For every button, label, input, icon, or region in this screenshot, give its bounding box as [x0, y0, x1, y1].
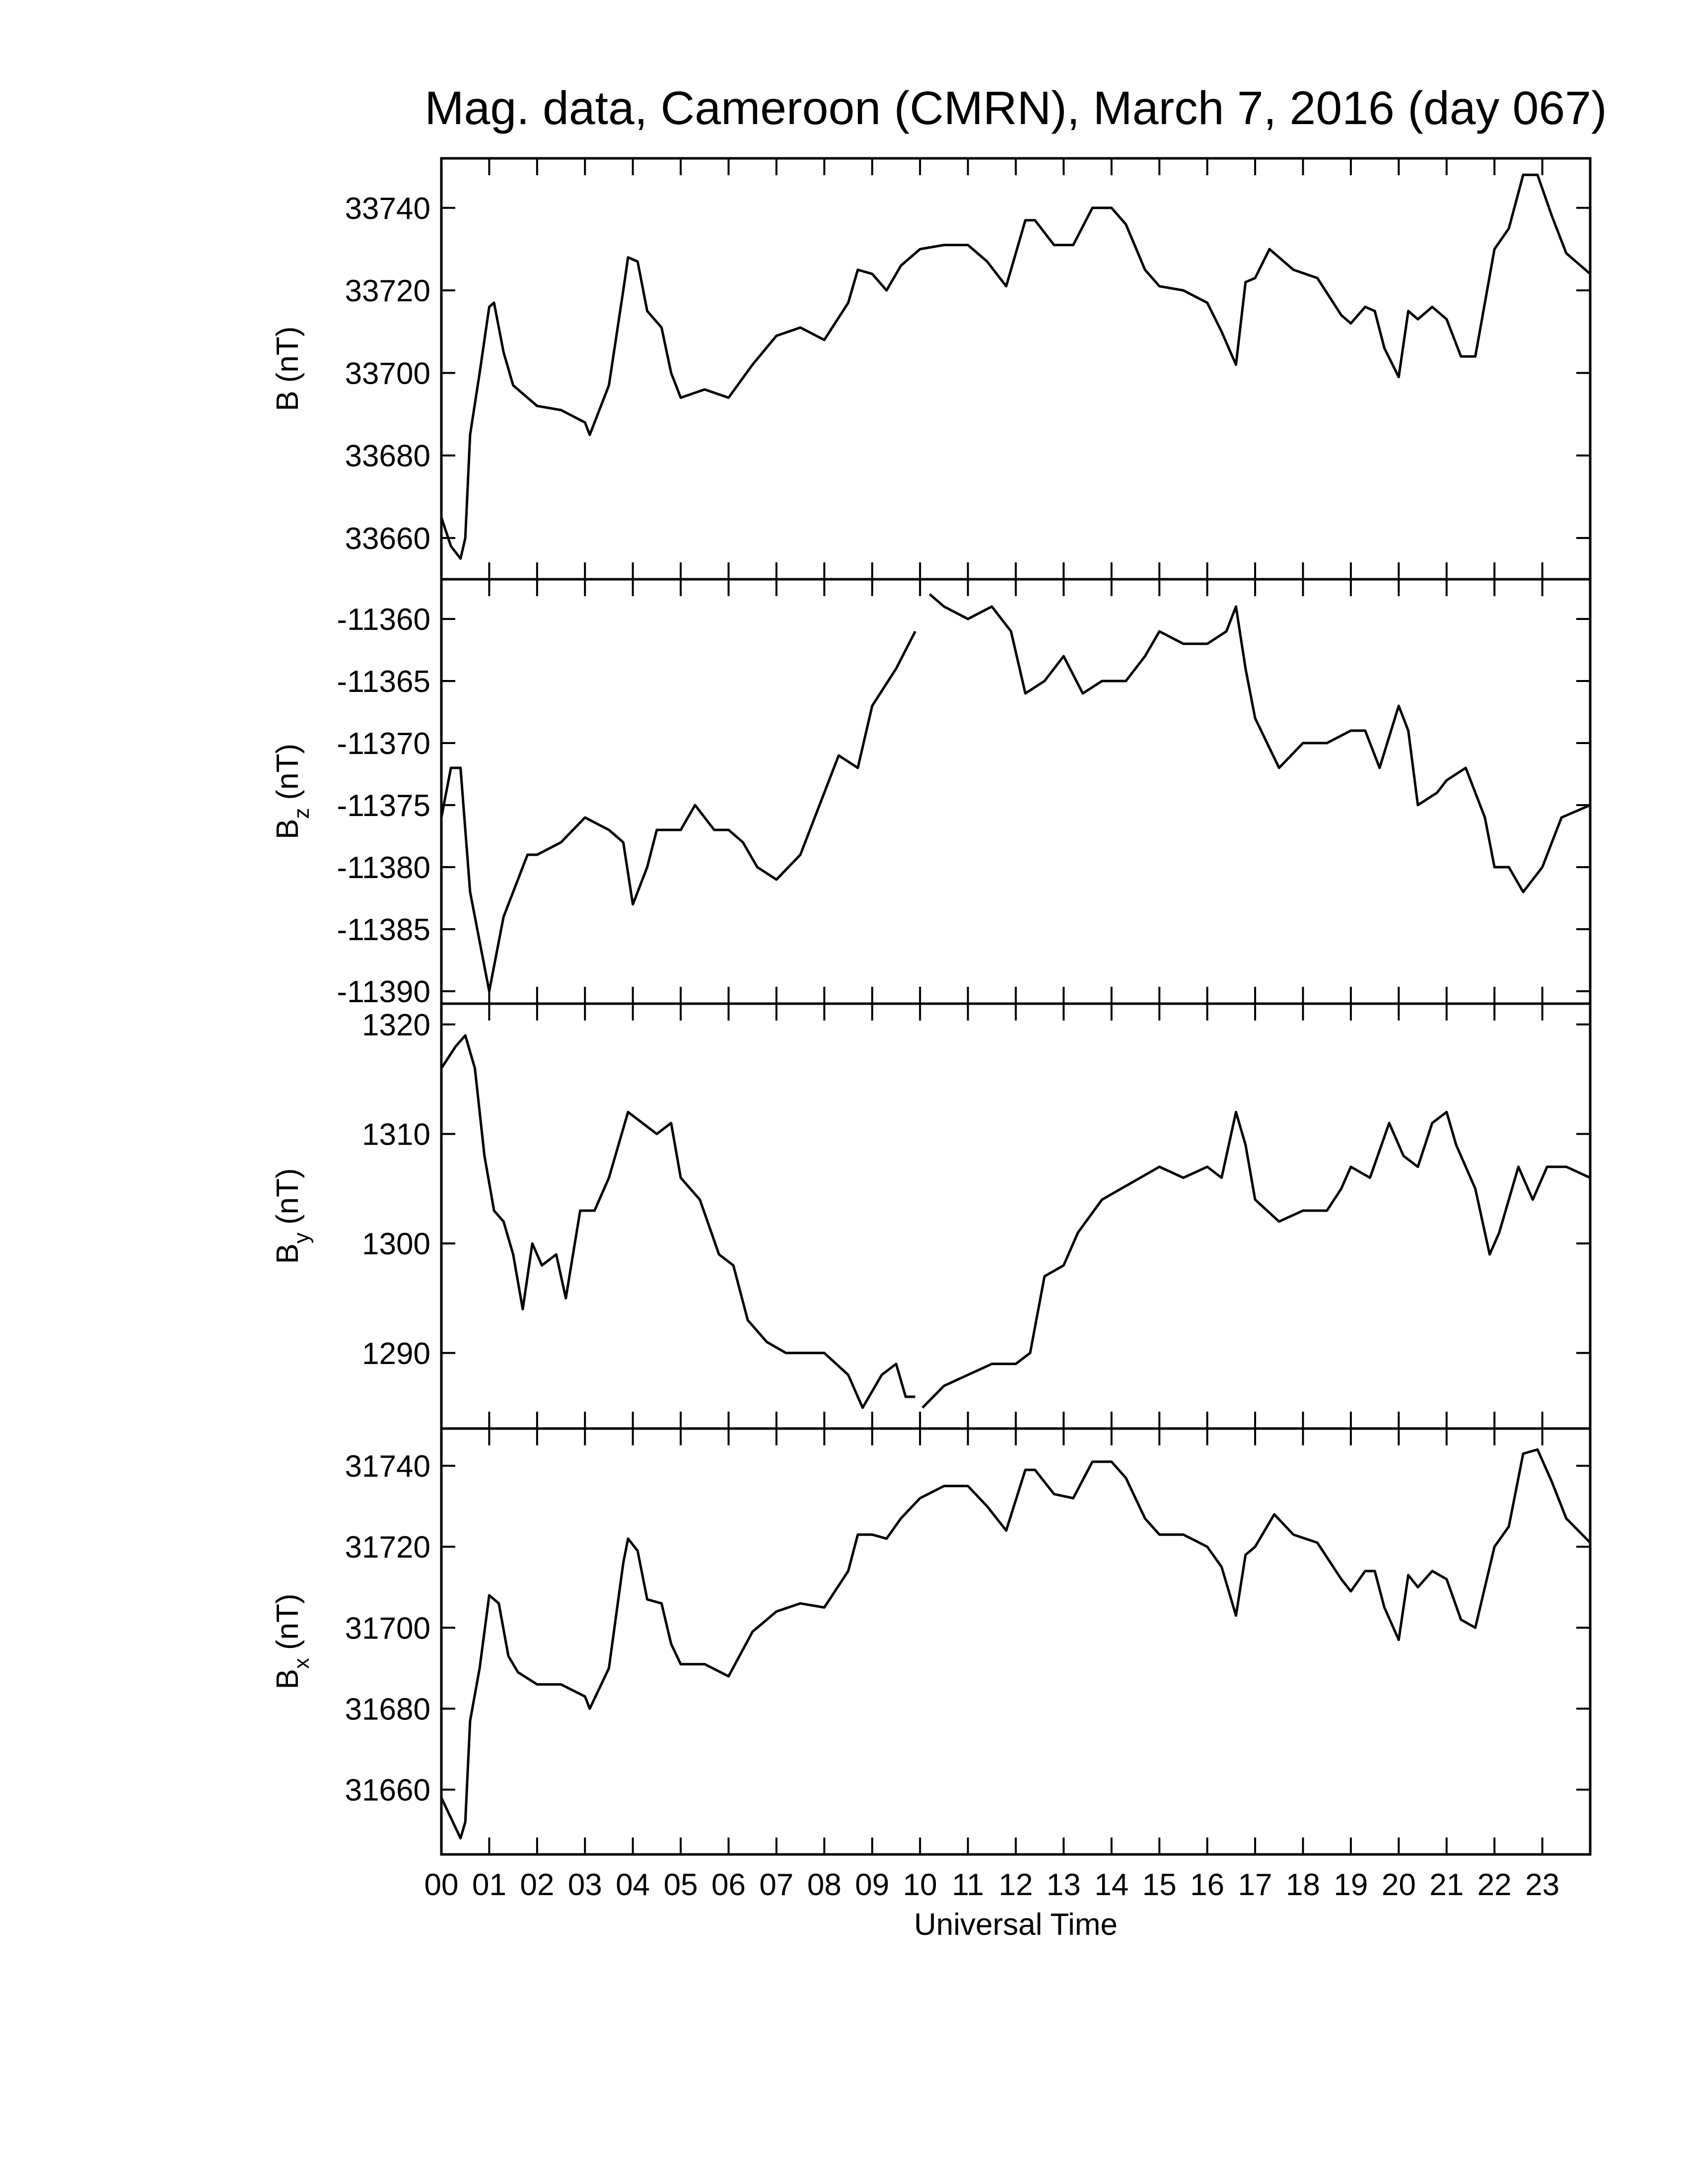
x-tick-label: 17	[1238, 1868, 1272, 1902]
y-label-base: B	[271, 1669, 305, 1689]
x-tick-label: 03	[568, 1868, 602, 1902]
y-tick-label: 33720	[345, 274, 430, 308]
y-label-base: B	[271, 819, 305, 839]
y-label-unit: (nT)	[271, 1593, 305, 1650]
x-tick-label: 16	[1190, 1868, 1224, 1902]
plot-frame	[440, 1427, 1592, 1856]
chart-title: Mag. data, Cameroon (CMRN), March 7, 201…	[424, 82, 1607, 135]
y-tick-label: 31720	[345, 1530, 430, 1565]
y-axis-label: By (nT)	[271, 1168, 314, 1264]
y-label-sub: x	[289, 1658, 314, 1669]
y-tick-label: 33700	[345, 356, 430, 391]
x-tick-label: 19	[1334, 1868, 1368, 1902]
x-tick-label: 14	[1094, 1868, 1128, 1902]
x-tick-label: 07	[759, 1868, 793, 1902]
data-line	[440, 593, 1591, 993]
y-tick-label: 31660	[345, 1774, 430, 1808]
y-tick-label: -11385	[337, 913, 430, 947]
x-tick-label: 04	[616, 1868, 650, 1902]
x-tick-label: 12	[999, 1868, 1033, 1902]
y-label-base: B	[271, 391, 305, 411]
data-line	[440, 1448, 1591, 1840]
x-tick-label: 11	[952, 1868, 984, 1902]
y-label-sub: z	[289, 808, 314, 819]
x-tick-label: 06	[711, 1868, 746, 1902]
plot-frame	[440, 157, 1592, 581]
y-axis-label: B (nT)	[271, 326, 305, 411]
data-line	[440, 1034, 1591, 1409]
y-tick-label: 1320	[362, 1008, 430, 1042]
x-tick-label: 18	[1286, 1868, 1320, 1902]
y-tick-label: -11380	[337, 851, 430, 885]
y-tick-label: 31680	[345, 1692, 430, 1726]
y-tick-label: 1300	[362, 1227, 430, 1261]
y-label-unit: (nT)	[271, 1168, 305, 1225]
x-tick-label: 02	[520, 1868, 554, 1902]
y-label-base: B	[271, 1243, 305, 1264]
y-tick-label: 1290	[362, 1337, 430, 1371]
y-tick-label: 31700	[345, 1611, 430, 1645]
x-tick-label: 08	[807, 1868, 842, 1902]
y-tick-label: -11360	[337, 603, 430, 637]
y-label-unit: (nT)	[271, 326, 305, 383]
y-tick-label: 33680	[345, 439, 430, 474]
y-tick-label: -11375	[337, 789, 430, 823]
x-tick-label: 15	[1142, 1868, 1177, 1902]
x-tick-label: 21	[1429, 1868, 1464, 1902]
y-tick-label: 31740	[345, 1449, 430, 1484]
y-axis-label: Bx (nT)	[271, 1593, 314, 1689]
x-tick-label: 13	[1047, 1868, 1081, 1902]
data-line	[440, 173, 1591, 560]
x-tick-label: 09	[855, 1868, 889, 1902]
y-label-unit: (nT)	[271, 744, 305, 800]
x-axis-label: Universal Time	[914, 1908, 1118, 1942]
x-tick-label: 20	[1382, 1868, 1416, 1902]
plot-frame	[440, 578, 1592, 1005]
x-tick-label: 23	[1525, 1868, 1559, 1902]
x-tick-label: 01	[472, 1868, 506, 1902]
y-tick-label: 33740	[345, 192, 430, 226]
x-tick-label: 22	[1477, 1868, 1512, 1902]
y-label-sub: y	[289, 1232, 314, 1243]
y-axis-label: Bz (nT)	[271, 744, 314, 839]
y-tick-label: 1310	[362, 1118, 430, 1152]
y-tick-label: 33660	[345, 522, 430, 556]
x-tick-label: 05	[664, 1868, 698, 1902]
y-tick-label: -11370	[337, 727, 430, 761]
y-tick-label: -11365	[337, 665, 430, 699]
y-tick-label: -11390	[337, 975, 430, 1009]
x-tick-label: 00	[424, 1868, 459, 1902]
x-tick-label: 10	[903, 1868, 937, 1902]
